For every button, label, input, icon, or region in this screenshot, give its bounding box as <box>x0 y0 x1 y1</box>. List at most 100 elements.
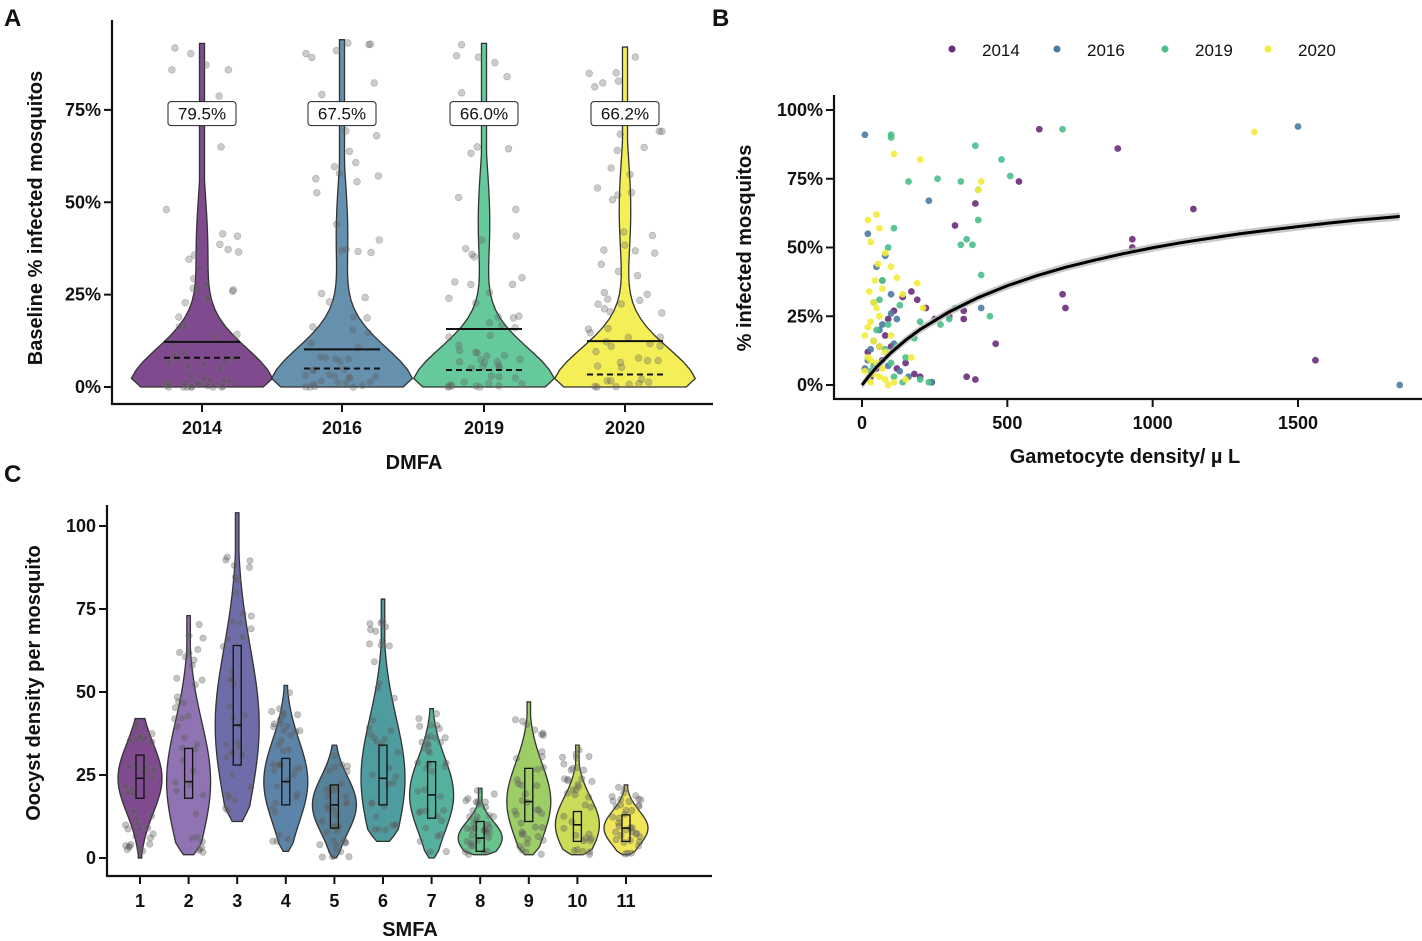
scatter-point <box>887 290 895 298</box>
data-point <box>179 383 188 391</box>
data-point <box>531 726 539 734</box>
data-point <box>569 786 577 794</box>
data-point <box>422 824 430 832</box>
data-point <box>133 719 141 727</box>
data-point <box>392 773 400 781</box>
data-point <box>146 840 154 848</box>
data-point <box>494 313 502 321</box>
scatter-point <box>887 332 895 339</box>
data-point <box>515 312 523 320</box>
data-point <box>234 248 243 256</box>
data-point <box>643 290 651 298</box>
annotation-box <box>307 101 377 127</box>
scatter-point <box>887 359 895 367</box>
data-point <box>338 780 346 788</box>
data-point <box>431 734 439 742</box>
panel-b-y-ticks: 0% 25% 50% 75% 100% <box>777 100 834 395</box>
data-point <box>328 853 336 861</box>
scatter-point <box>1312 356 1319 364</box>
data-point <box>391 821 399 829</box>
data-point <box>332 46 341 55</box>
data-point <box>185 649 193 657</box>
data-point <box>231 562 239 570</box>
data-point <box>285 689 293 697</box>
panel-b-letter: B <box>712 5 729 32</box>
scatter-point <box>873 304 880 312</box>
data-point <box>534 833 542 841</box>
data-point <box>425 747 433 755</box>
panel-a-x-ticks: 2014 2016 2019 2020 <box>182 404 645 438</box>
scatter-point <box>945 315 953 323</box>
data-point <box>144 824 152 832</box>
scatter-point <box>861 131 869 139</box>
scatter-point <box>878 321 886 328</box>
data-point <box>415 809 423 817</box>
data-point <box>124 789 132 797</box>
data-point <box>122 821 130 829</box>
scatter-point <box>896 367 904 375</box>
data-point <box>309 380 318 389</box>
box <box>183 747 194 799</box>
scatter-point <box>1294 123 1302 130</box>
scatter-point <box>874 260 882 268</box>
panel-a-plot: 79.5% 67.5% 66.0% 66.2% <box>130 39 697 391</box>
data-point <box>658 127 666 136</box>
x-tick-label: 8 <box>475 891 485 911</box>
data-point <box>271 808 279 816</box>
data-point <box>648 231 657 240</box>
violin <box>270 39 414 388</box>
data-point <box>190 274 198 283</box>
data-point <box>173 674 181 682</box>
data-point <box>511 716 519 724</box>
data-point <box>370 658 378 666</box>
data-point <box>416 722 424 730</box>
data-point <box>628 806 636 814</box>
data-point <box>438 817 446 825</box>
data-point <box>342 127 350 135</box>
data-point <box>324 805 332 813</box>
data-point <box>334 378 342 386</box>
panel-c-letter: C <box>4 461 21 488</box>
data-point <box>512 811 520 819</box>
data-point <box>481 798 489 806</box>
data-point <box>637 375 646 384</box>
data-point <box>283 722 291 730</box>
annotation-box <box>449 101 519 127</box>
data-point <box>296 727 304 735</box>
data-point <box>384 780 392 788</box>
data-point <box>593 383 601 391</box>
data-point <box>472 382 480 390</box>
violin <box>130 42 274 388</box>
data-point <box>584 325 593 333</box>
data-point <box>427 721 435 729</box>
data-point <box>372 813 380 821</box>
data-point <box>414 787 422 795</box>
data-point <box>246 557 254 565</box>
data-point <box>372 132 381 140</box>
data-point <box>518 274 526 282</box>
data-point <box>485 379 493 387</box>
data-point <box>621 241 629 249</box>
fit-line <box>860 214 1400 386</box>
data-point <box>162 205 171 214</box>
box <box>378 744 388 806</box>
violin <box>263 684 309 853</box>
data-point <box>215 364 224 373</box>
data-point <box>313 189 321 197</box>
data-point <box>656 333 664 341</box>
data-point <box>233 232 242 240</box>
data-point <box>487 372 496 380</box>
data-point <box>269 804 277 812</box>
violin <box>408 707 455 859</box>
data-point <box>615 819 623 827</box>
data-point <box>181 298 189 307</box>
data-point <box>369 716 377 724</box>
data-point <box>203 294 212 303</box>
data-point <box>125 763 133 771</box>
data-point <box>495 382 503 390</box>
data-point <box>275 761 283 769</box>
scatter-point <box>902 376 909 383</box>
data-point <box>486 331 494 340</box>
data-point <box>193 833 201 841</box>
data-point <box>309 323 317 331</box>
